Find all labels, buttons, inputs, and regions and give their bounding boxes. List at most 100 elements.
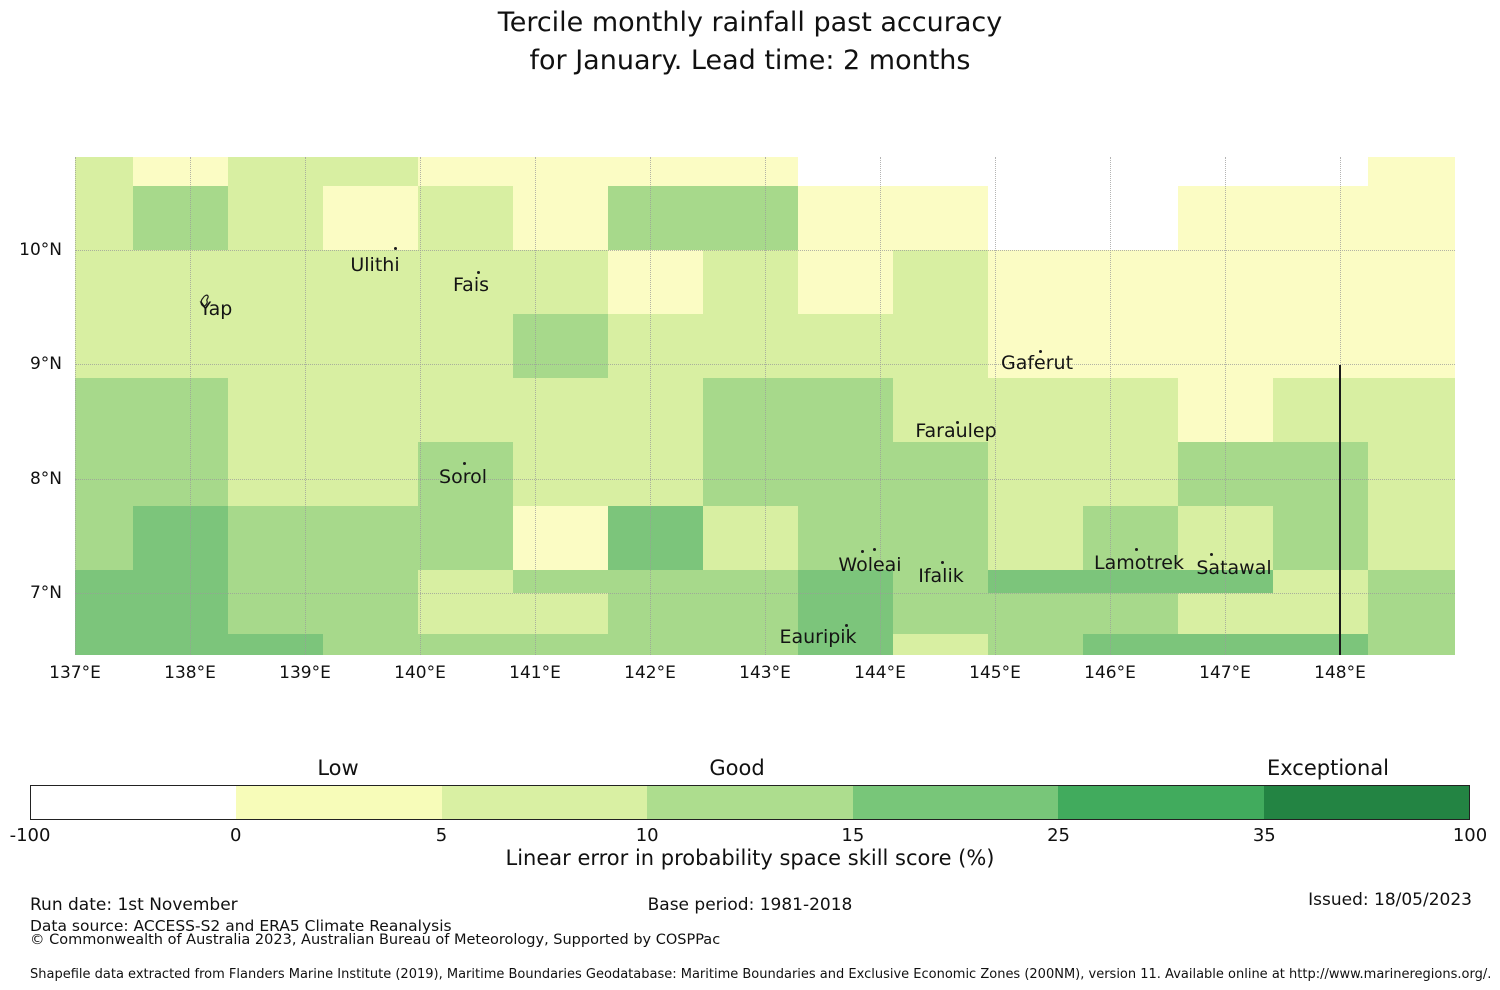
colorbar-tick-label: 5 [435, 825, 448, 846]
grid-cell [893, 314, 988, 378]
grid-cell [75, 593, 133, 634]
grid-cell [1368, 634, 1455, 655]
grid-cell [75, 634, 133, 655]
grid-cell [228, 186, 323, 250]
grid-cell [418, 378, 513, 442]
longitude-gridline [535, 157, 536, 655]
grid-cell [418, 157, 513, 186]
grid-cell [418, 570, 513, 593]
grid-cell [513, 250, 608, 314]
colorbar-label-low: Low [317, 756, 359, 780]
grid-cell [133, 506, 228, 570]
x-axis-tick-label: 141°E [509, 663, 561, 683]
colorbar-axis-label: Linear error in probability space skill … [505, 846, 995, 870]
longitude-gridline [190, 157, 191, 655]
longitude-gridline [650, 157, 651, 655]
grid-cell [893, 570, 988, 593]
grid-cell [1083, 186, 1178, 250]
island-label: Gaferut [1000, 352, 1074, 374]
copyright-text: © Commonwealth of Australia 2023, Austra… [30, 932, 721, 948]
grid-cell [133, 250, 228, 314]
data-source-text: Data source: ACCESS-S2 and ERA5 Climate … [30, 917, 452, 935]
grid-cell [75, 186, 133, 250]
grid-cell [133, 186, 228, 250]
colorbar-segment [236, 786, 442, 819]
grid-cell [1368, 506, 1455, 570]
grid-cell [228, 570, 323, 593]
island-marker-dot [477, 271, 480, 274]
grid-cell [323, 314, 418, 378]
grid-cell [418, 593, 513, 634]
grid-cell [1083, 157, 1178, 186]
island-marker-dot [873, 548, 876, 551]
grid-cell [608, 186, 703, 250]
issued-date-text: Issued: 18/05/2023 [1308, 890, 1472, 910]
chart-title-line2: for January. Lead time: 2 months [529, 45, 971, 76]
grid-cell [513, 442, 608, 506]
grid-cell [1273, 314, 1368, 378]
y-axis-tick-label: 10°N [19, 240, 62, 260]
x-axis-tick-label: 148°E [1314, 663, 1366, 683]
longitude-gridline [880, 157, 881, 655]
grid-cell [893, 378, 988, 442]
grid-cell [703, 570, 798, 593]
grid-cell [228, 250, 323, 314]
grid-cell [1083, 314, 1178, 378]
grid-cell [988, 634, 1083, 655]
grid-cell [133, 378, 228, 442]
grid-cell [988, 442, 1083, 506]
grid-cell [75, 250, 133, 314]
colorbar-tick-label: 35 [1252, 825, 1276, 846]
island-marker-dot [1135, 548, 1138, 551]
grid-cell [1273, 186, 1368, 250]
grid-cell [893, 186, 988, 250]
grid-cell [323, 186, 418, 250]
grid-cell [75, 506, 133, 570]
latitude-gridline [75, 250, 1455, 251]
grid-cell [133, 634, 228, 655]
island-marker-dot [463, 462, 466, 465]
grid-cell [1368, 570, 1455, 593]
x-axis-tick-label: 138°E [164, 663, 216, 683]
grid-cell [798, 506, 893, 570]
grid-cell [703, 314, 798, 378]
colorbar-tick-label: 15 [841, 825, 865, 846]
grid-cell [323, 250, 418, 314]
island-marker-dot [861, 550, 864, 553]
longitude-gridline [420, 157, 421, 655]
longitude-gridline [1225, 157, 1226, 655]
grid-cell [703, 250, 798, 314]
island-label: Lamotrek [1094, 552, 1184, 574]
latitude-gridline [75, 593, 1455, 594]
x-axis-tick-label: 142°E [624, 663, 676, 683]
colorbar-segment [1263, 786, 1469, 819]
grid-cell [988, 314, 1083, 378]
island-marker-dot [394, 247, 397, 250]
grid-cell [703, 593, 798, 634]
grid-cell [513, 570, 608, 593]
grid-cell [323, 442, 418, 506]
grid-cell [1083, 506, 1178, 570]
island-label: Woleai [838, 554, 902, 576]
colorbar-tick-label: 100 [1452, 825, 1488, 846]
colorbar-tick-label: -100 [9, 825, 51, 846]
grid-cell [1368, 157, 1455, 186]
grid-cell [1083, 378, 1178, 442]
grid-cell [1083, 593, 1178, 634]
chart-title: Tercile monthly rainfall past accuracy f… [0, 4, 1500, 80]
longitude-gridline [995, 157, 996, 655]
grid-cell [323, 506, 418, 570]
grid-cell [133, 157, 228, 186]
island-label: Eauripik [779, 626, 857, 648]
x-axis-tick-label: 143°E [739, 663, 791, 683]
grid-cell [75, 314, 133, 378]
grid-cell [608, 378, 703, 442]
grid-cell [513, 506, 608, 570]
island-marker-dot [845, 624, 848, 627]
grid-cell [228, 593, 323, 634]
shapefile-attribution-text: Shapefile data extracted from Flanders M… [30, 967, 1492, 982]
x-axis-tick-label: 139°E [279, 663, 331, 683]
colorbar [30, 785, 1470, 820]
base-period-text: Base period: 1981-2018 [647, 895, 853, 915]
island-label: Yap [199, 298, 233, 320]
